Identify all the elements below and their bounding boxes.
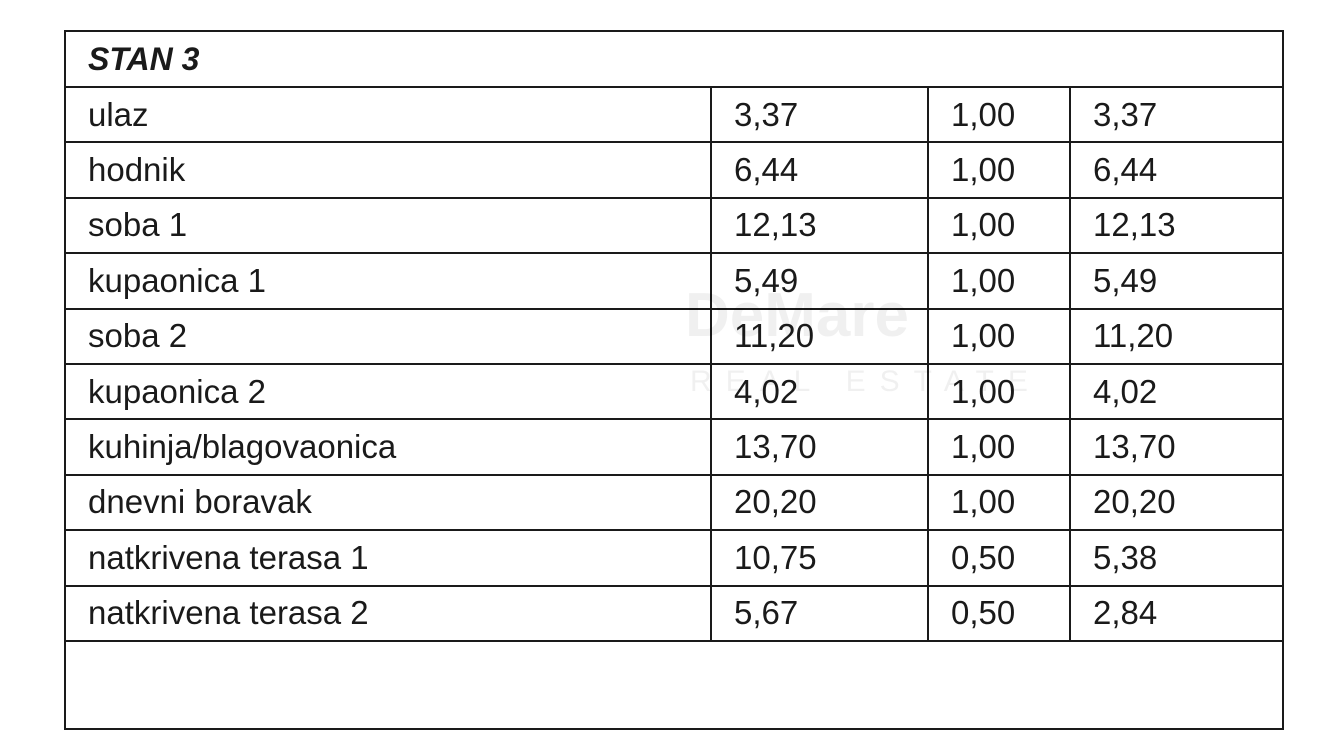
room-name: dnevni boravak: [88, 483, 312, 521]
area: 5,49: [710, 254, 927, 308]
area: 6,44: [710, 143, 927, 197]
room-name: hodnik: [88, 151, 186, 189]
table-title: STAN 3: [88, 40, 200, 77]
room-name: soba 1: [88, 206, 188, 244]
area: 11,20: [710, 309, 927, 363]
watermark-tagline: REAL ESTATE: [690, 365, 1042, 398]
net-area: 11,20: [1069, 309, 1286, 363]
room-name: kuhinja/blagovaonica: [88, 428, 397, 466]
area: 3,37: [710, 88, 927, 142]
net-area: 5,38: [1069, 531, 1286, 585]
coefficient: 1,00: [927, 143, 1069, 197]
page: STAN 3 ulaz 3,37 1,00 3,37 hodnik 6,44 1,00 6,4…: [64, 30, 1284, 730]
table-row: dnevni boravak 20,20 1,00 20,20: [66, 475, 1282, 532]
table-row: natkrivena terasa 1 10,75 0,50 5,38: [66, 531, 1282, 587]
area: 20,20: [710, 475, 927, 530]
net-area: 12,13: [1069, 198, 1286, 253]
coefficient: 1,00: [927, 475, 1069, 530]
coefficient: 1,00: [927, 420, 1069, 474]
watermark-brand: DeMare: [685, 281, 909, 350]
table-row: natkrivena terasa 2 5,67 0,50 2,84: [66, 586, 1282, 642]
room-name: soba 2: [88, 317, 188, 355]
coefficient: 1,00: [927, 198, 1069, 253]
room-name: natkrivena terasa 2: [88, 594, 369, 632]
room-name: kupaonica 2: [88, 372, 266, 410]
net-area: 13,70: [1069, 420, 1286, 474]
coefficient: 0,50: [927, 586, 1069, 640]
net-area: 3,37: [1069, 88, 1286, 142]
net-area: 4,02: [1069, 365, 1286, 419]
table: STAN 3 ulaz 3,37 1,00 3,37 hodnik 6,44 1,00 6,4…: [64, 30, 1284, 730]
coefficient: 0,50: [927, 531, 1069, 585]
area: 12,13: [710, 198, 927, 253]
table-row: kupaonica 1 5,49 1,00 5,49: [66, 254, 1282, 310]
table-row: kuhinja/blagovaonica 13,70 1,00 13,70: [66, 420, 1282, 476]
net-area: 20,20: [1069, 475, 1286, 530]
table-row: soba 2 11,20 1,00 11,20: [66, 309, 1282, 365]
area: 5,67: [710, 586, 927, 640]
net-area: 6,44: [1069, 143, 1286, 197]
coefficient: 1,00: [927, 365, 1069, 419]
table-row: ulaz 3,37 1,00 3,37: [66, 88, 1282, 144]
room-name: ulaz: [88, 95, 149, 133]
table-row: hodnik 6,44 1,00 6,44: [66, 143, 1282, 199]
table-row: kupaonica 2 4,02 1,00 4,02: [66, 365, 1282, 421]
area: 13,70: [710, 420, 927, 474]
net-area: 5,49: [1069, 254, 1286, 308]
net-area: 2,84: [1069, 586, 1286, 640]
title-row: STAN 3: [66, 32, 1282, 88]
area: 4,02: [710, 365, 927, 419]
room-name: natkrivena terasa 1: [88, 538, 369, 576]
room-name: kupaonica 1: [88, 261, 266, 299]
table-row: soba 1 12,13 1,00 12,13: [66, 198, 1282, 255]
coefficient: 1,00: [927, 309, 1069, 363]
coefficient: 1,00: [927, 254, 1069, 308]
coefficient: 1,00: [927, 88, 1069, 142]
area: 10,75: [710, 531, 927, 585]
